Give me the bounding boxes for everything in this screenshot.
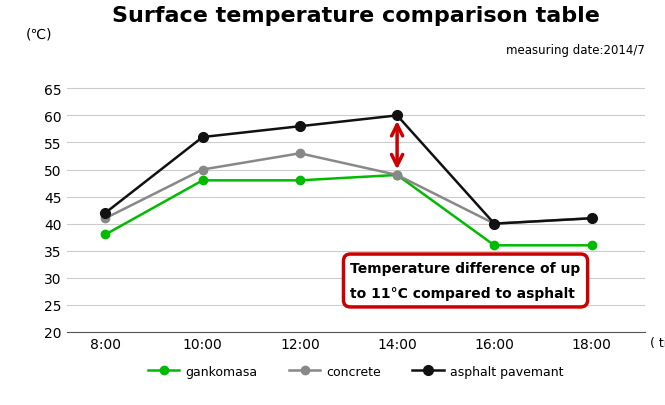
concrete (490, 222, 498, 226)
asphalt pavemant (393, 114, 401, 119)
asphalt pavemant (490, 222, 498, 226)
concrete (199, 168, 207, 173)
Text: Temperature difference of up
to 11°C compared to asphalt: Temperature difference of up to 11°C com… (350, 261, 581, 300)
Text: (℃): (℃) (26, 28, 53, 42)
Line: concrete: concrete (101, 150, 596, 228)
concrete (588, 216, 596, 221)
Legend: gankomasa, concrete, asphalt pavemant: gankomasa, concrete, asphalt pavemant (143, 360, 569, 383)
Text: ( time ): ( time ) (650, 337, 665, 350)
gankomasa (296, 179, 304, 183)
Text: measuring date:2014/7: measuring date:2014/7 (506, 45, 645, 58)
asphalt pavemant (588, 216, 596, 221)
gankomasa (490, 243, 498, 248)
gankomasa (393, 173, 401, 178)
Line: asphalt pavemant: asphalt pavemant (100, 111, 597, 229)
asphalt pavemant (101, 211, 109, 216)
gankomasa (101, 232, 109, 237)
Text: Surface temperature comparison table: Surface temperature comparison table (112, 6, 600, 26)
gankomasa (588, 243, 596, 248)
Line: gankomasa: gankomasa (101, 171, 596, 250)
asphalt pavemant (296, 124, 304, 129)
asphalt pavemant (199, 135, 207, 140)
gankomasa (199, 179, 207, 183)
concrete (296, 151, 304, 156)
concrete (393, 173, 401, 178)
concrete (101, 216, 109, 221)
